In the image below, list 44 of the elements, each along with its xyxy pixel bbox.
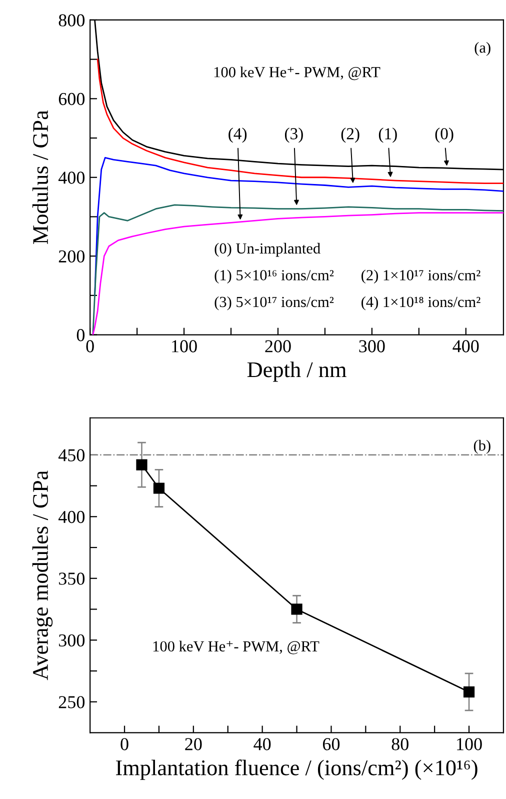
annotation: 100 keV He⁺- PWM, @RT [214, 66, 380, 80]
point [153, 482, 165, 494]
annotation: (2) [341, 128, 360, 143]
x-tick-label: 0 [120, 738, 128, 750]
x-tick-label: 400 [452, 340, 479, 352]
x-tick-label: 80 [392, 738, 408, 750]
x-tick-label: 40 [254, 738, 271, 750]
annotation: 100 keV He⁺- PWM, @RT [153, 640, 320, 654]
y-tick-label: 400 [58, 172, 85, 184]
annotation: (0) Un-implanted [214, 242, 320, 257]
x-tick-label: 100 [172, 340, 197, 352]
y-tick-label: 350 [58, 572, 85, 585]
y-tick-label: 0 [76, 329, 85, 342]
y-tick-label: 200 [58, 250, 85, 263]
x-axis-title: Depth / nm [247, 362, 346, 382]
annotation: (3) [284, 128, 303, 143]
point [136, 459, 148, 470]
y-tick-label: 600 [58, 92, 85, 106]
y-tick-label: 250 [58, 696, 85, 708]
y-tick-label: 450 [58, 449, 85, 462]
y-tick-label: 400 [58, 510, 85, 524]
x-tick-label: 0 [86, 340, 94, 352]
y-axis-title: Modulus / GPa [32, 110, 48, 244]
annotation: (b) [474, 440, 490, 454]
annotation: (1) [378, 128, 397, 143]
annotation: (4) 1×10¹⁸ ions/cm² [362, 296, 480, 310]
point [463, 686, 475, 698]
y-tick-label: 800 [58, 14, 85, 26]
y-axis-title: Average modules / GPa [32, 470, 53, 680]
x-tick-label: 20 [185, 738, 202, 750]
x-tick-label: 60 [322, 738, 340, 750]
x-tick-label: 100 [457, 738, 482, 750]
annotation: (4) [228, 128, 247, 143]
x-tick-label: 300 [359, 340, 385, 352]
annotation: (2) 1×10¹⁷ ions/cm² [362, 270, 480, 284]
x-tick-label: 200 [265, 340, 291, 352]
annotation: (0) [435, 128, 454, 143]
line-series [96, 58, 504, 184]
y-tick-label: 300 [58, 634, 85, 647]
x-axis-title: Implantation fluence / (ions/cm²) (×10¹⁶) [116, 759, 478, 780]
annotation: (a) [474, 42, 490, 56]
point [291, 604, 302, 615]
annotation: (3) 5×10¹⁷ ions/cm² [214, 296, 334, 310]
annotation: (1) 5×10¹⁶ ions/cm² [214, 270, 334, 284]
